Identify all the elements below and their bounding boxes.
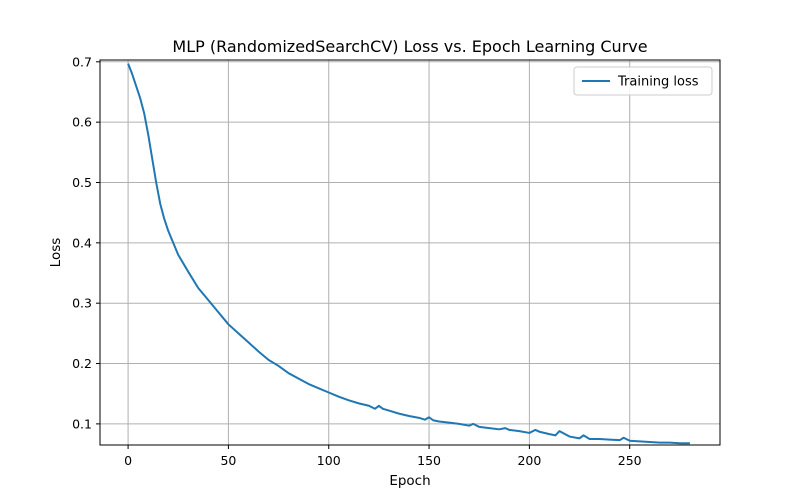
chart-title: MLP (RandomizedSearchCV) Loss vs. Epoch … <box>172 37 647 56</box>
x-tick-label: 50 <box>220 453 236 468</box>
grid-lines <box>100 60 720 445</box>
y-tick-label: 0.1 <box>72 416 92 431</box>
x-tick-label: 0 <box>124 453 132 468</box>
x-axis: 0 50 100 150 200 250 <box>124 445 642 468</box>
x-tick-label: 200 <box>517 453 541 468</box>
series-layer <box>127 63 690 445</box>
y-tick-label: 0.6 <box>72 115 92 130</box>
x-tick-label: 100 <box>317 453 341 468</box>
y-tick-label: 0.2 <box>72 356 92 371</box>
x-tick-label: 250 <box>618 453 642 468</box>
y-axis: 0.1 0.2 0.3 0.4 0.5 0.6 0.7 <box>72 54 100 431</box>
legend-label: Training loss <box>617 75 699 90</box>
y-tick-label: 0.4 <box>72 235 92 250</box>
y-axis-label: Loss <box>48 238 64 268</box>
legend: Training loss <box>573 66 713 96</box>
legend-box <box>573 66 713 96</box>
y-tick-label: 0.3 <box>72 296 92 311</box>
plot-area <box>100 60 720 445</box>
series-line-training-loss <box>127 63 690 445</box>
x-axis-label: Epoch <box>389 473 430 489</box>
plot-frame <box>99 59 721 446</box>
x-tick-label: 150 <box>417 453 441 468</box>
y-tick-label: 0.7 <box>72 54 92 69</box>
y-tick-label: 0.5 <box>72 175 92 190</box>
